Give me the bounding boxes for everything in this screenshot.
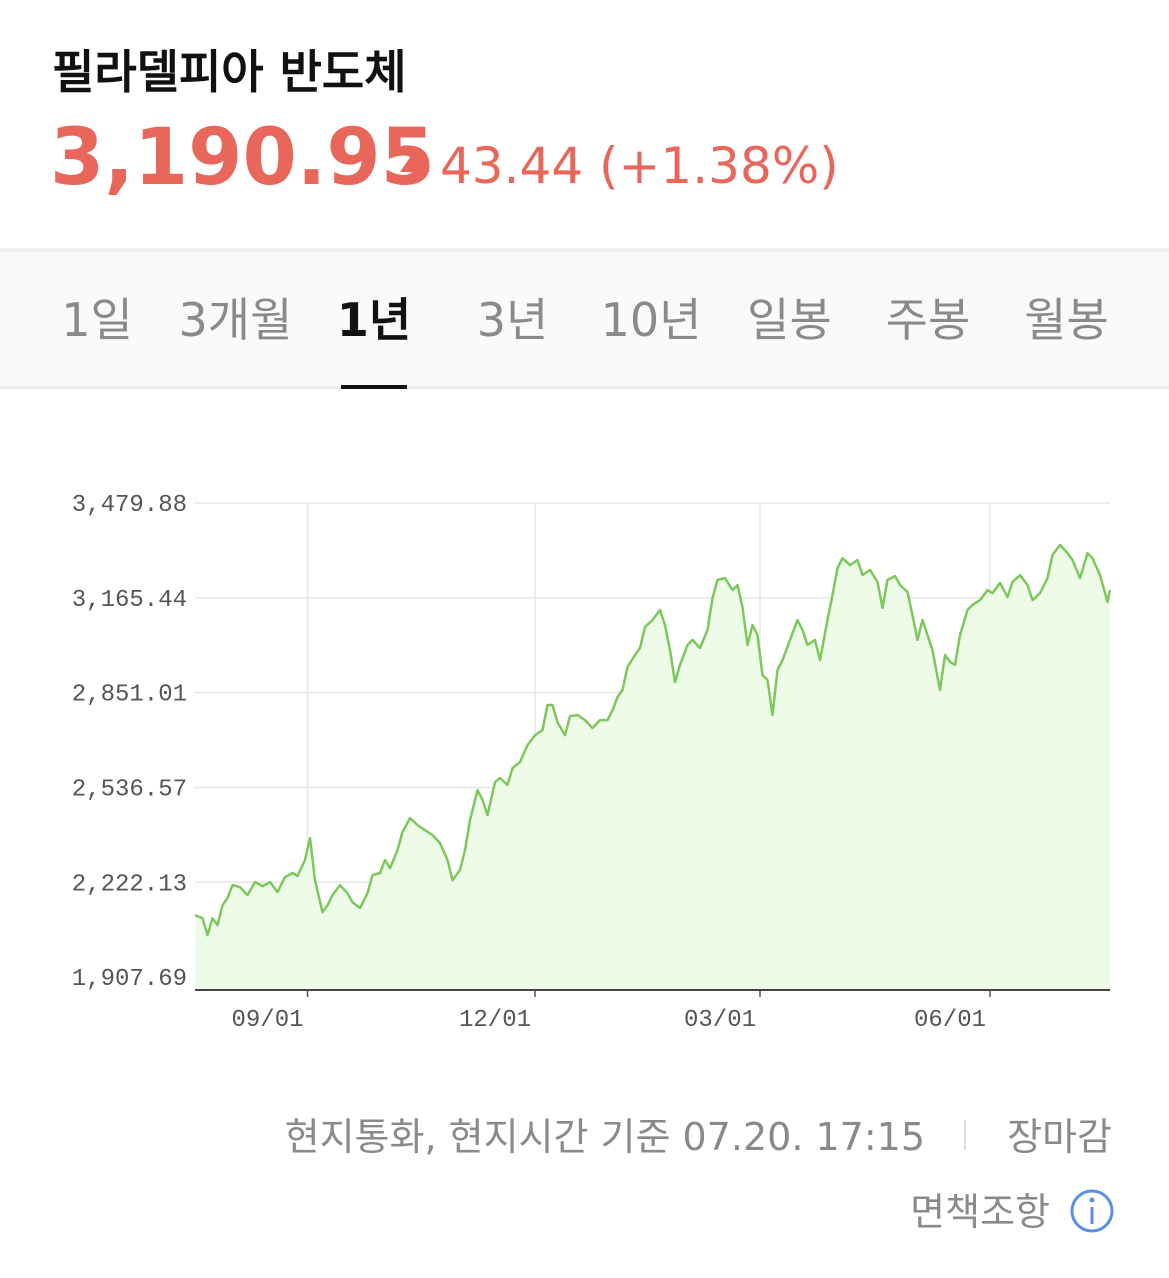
period-tab[interactable]: 주봉 [886,293,971,347]
y-tick-label: 2,222.13 [72,871,187,898]
x-tick-label: 12/01 [459,1007,531,1034]
x-tick-label: 03/01 [684,1007,756,1034]
info-icon[interactable] [1070,1189,1114,1233]
period-tab[interactable]: 월봉 [1024,293,1109,347]
price-change: 43.44 (+1.38%) [440,137,839,195]
price-line [194,543,1112,937]
period-tab[interactable]: 3개월 [179,293,293,347]
y-tick-label: 2,536.57 [72,776,187,803]
price: 3,190.95 [50,113,435,203]
divider [0,248,1169,252]
period-tab[interactable]: 1년 [337,293,411,347]
time-basis: 현지통화, 현지시간 기준 07.20. 17:15 [285,1115,925,1159]
active-tab-underline [341,385,407,389]
period-tab[interactable]: 3년 [477,293,549,347]
index-title: 필라델피아 반도체 [52,45,407,99]
x-tick-label: 09/01 [231,1007,303,1034]
period-tab[interactable]: 1일 [61,293,133,347]
market-status: 장마감 [1007,1115,1112,1159]
y-tick-label: 1,907.69 [72,966,187,993]
up-arrow-icon [400,150,430,172]
x-tick-label: 06/01 [914,1007,986,1034]
period-tab[interactable]: 일봉 [747,293,832,347]
area [195,544,1110,990]
y-tick-label: 3,479.88 [72,492,187,519]
disclaimer-link[interactable]: 면책조항 [910,1190,1050,1234]
y-tick-label: 2,851.01 [72,682,187,709]
y-tick-label: 3,165.44 [72,587,187,614]
tab-bar [0,252,1169,388]
tab-bar-border [0,386,1169,389]
period-tab[interactable]: 10년 [601,293,702,347]
